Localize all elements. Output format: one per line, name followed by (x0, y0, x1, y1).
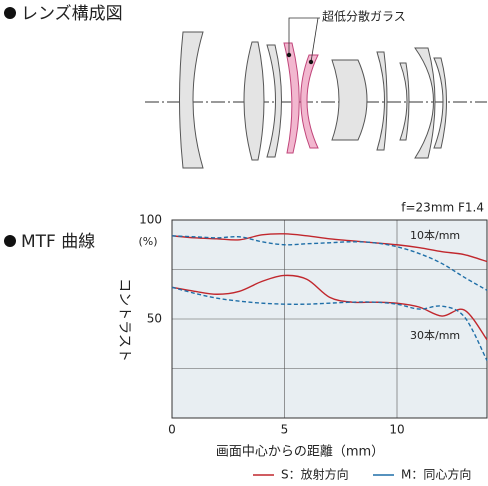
section-heading: レンズ構成図 (21, 4, 123, 24)
bullet (4, 235, 16, 247)
section-heading: MTF 曲線 (21, 232, 95, 252)
glass-label: 超低分散ガラス (322, 9, 406, 24)
annotation: 10本/mm (410, 228, 460, 242)
x-tick-label: 0 (168, 423, 176, 437)
chart-title: f=23mm F1.4 (401, 201, 484, 215)
y-unit: (%) (138, 235, 157, 248)
x-tick-label: 5 (281, 423, 289, 437)
bullet (4, 7, 16, 19)
y-tick-label: 50 (147, 312, 162, 326)
legend-label: S：放射方向 (281, 467, 349, 482)
leader-line (288, 17, 320, 55)
leader-dot (308, 59, 314, 65)
annotation: 30本/mm (410, 328, 460, 342)
legend-label: M：同心方向 (401, 467, 471, 482)
y-tick-label: 100 (139, 213, 162, 227)
x-axis-label: 画面中心からの距離（mm） (216, 445, 384, 460)
leader-dot (286, 52, 292, 58)
mtf-line (171, 233, 488, 263)
lens-diagram (179, 31, 447, 169)
plot-border (171, 219, 488, 419)
leader-line (310, 17, 319, 63)
x-tick-label: 10 (389, 423, 404, 437)
mtf-line (171, 274, 488, 341)
y-axis-label: コントラスト (116, 278, 132, 362)
mtf-line (171, 286, 488, 361)
mtf-line (171, 235, 488, 291)
